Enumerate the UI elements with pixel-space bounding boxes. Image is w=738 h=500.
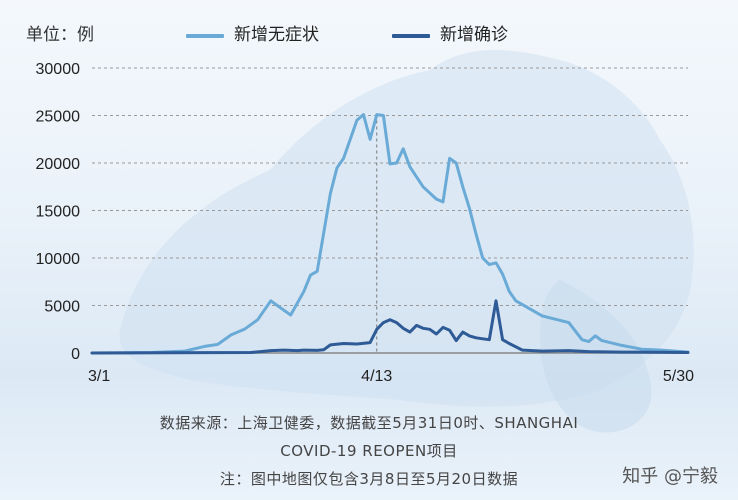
series-group [90, 113, 690, 355]
x-tick-label: 4/13 [361, 368, 392, 385]
y-tick-label: 15000 [36, 204, 81, 221]
source-line-2: COVID-19 REOPEN项目 [280, 442, 458, 460]
y-tick-label: 10000 [36, 251, 81, 268]
y-tick-label: 20000 [36, 156, 81, 173]
y-tick-labels: 0 5000 10000 15000 20000 25000 30000 [36, 61, 81, 363]
y-tick-label: 5000 [44, 299, 80, 316]
y-tick-label: 30000 [36, 61, 81, 78]
legend-label-asymptomatic: 新增无症状 [234, 25, 319, 45]
grid-lines [92, 67, 688, 354]
legend-label-confirmed: 新增确诊 [440, 25, 508, 45]
series-line-confirmed [90, 299, 690, 355]
legend-swatch-confirmed [392, 34, 430, 38]
y-tick-label: 0 [71, 346, 80, 363]
watermark: 知乎 @宁毅 [622, 466, 718, 487]
unit-label: 单位：例 [26, 25, 94, 45]
x-tick-label: 5/30 [663, 368, 694, 385]
note-line: 注：图中地图仅包含3月8日至5月20日数据 [219, 470, 519, 488]
legend-swatch-asymptomatic [186, 34, 224, 38]
y-tick-label: 25000 [36, 109, 81, 126]
series-line-asymptomatic [90, 113, 690, 355]
x-tick-labels: 3/1 4/13 5/30 [88, 368, 694, 385]
source-line-1: 数据来源：上海卫健委，数据截至5月31日0时、SHANGHAI [159, 414, 579, 432]
x-tick-label: 3/1 [88, 368, 110, 385]
